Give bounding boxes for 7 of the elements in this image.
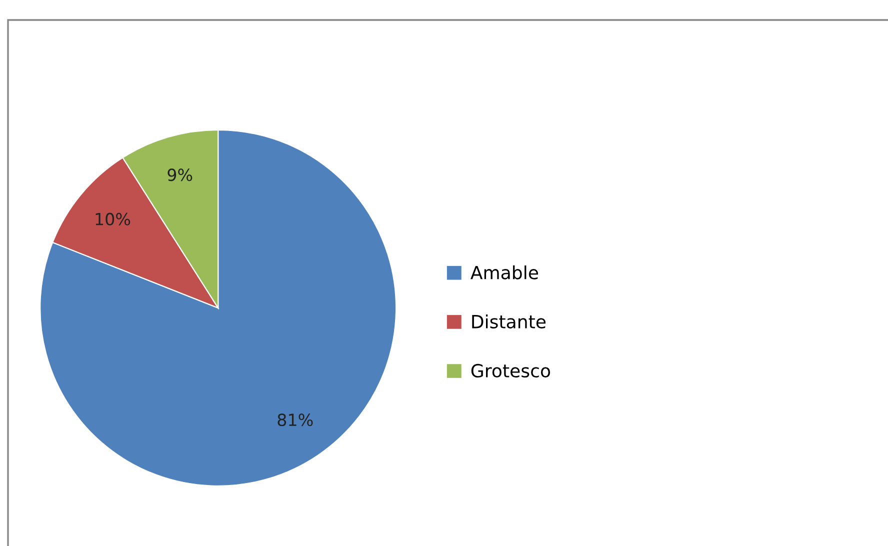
data-label: 9% [168,168,192,182]
legend-label: Amable [470,265,538,280]
legend-label: Distante [472,314,546,328]
data-label: 81% [278,414,313,426]
data-label: 10% [96,212,130,226]
pie-slice [40,129,397,486]
legend-label: Grotesco [471,364,550,378]
